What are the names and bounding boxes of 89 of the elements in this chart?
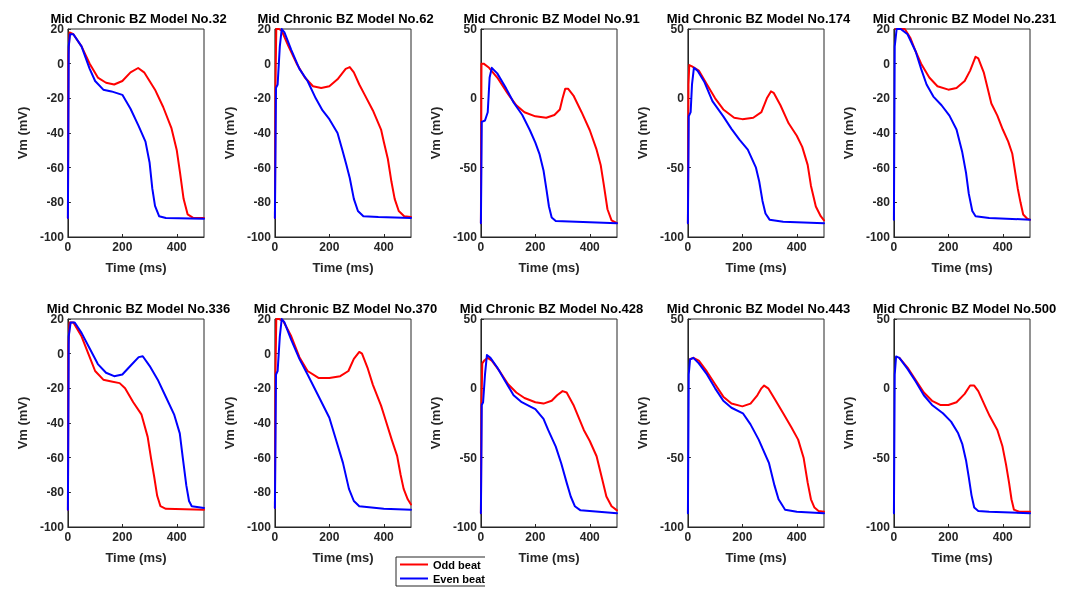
y-tick-label: 0: [676, 91, 684, 106]
y-tick-label: 0: [883, 381, 891, 396]
y-tick-label: -80: [253, 195, 271, 210]
y-tick-label: -20: [46, 381, 65, 396]
line-series: [66, 321, 205, 511]
y-tick-label: -80: [253, 485, 271, 500]
y-tick-label: -40: [46, 126, 65, 140]
y-tick-label: 0: [676, 381, 684, 396]
x-tick-label: 400: [579, 530, 601, 544]
x-tick-label: 400: [166, 530, 188, 544]
y-tick-label: -100: [39, 230, 65, 244]
y-axis-title: Vm (mV): [841, 396, 856, 450]
y-tick-label: -20: [46, 91, 65, 106]
y-tick-label: -60: [46, 450, 65, 465]
y-tick-label: -60: [872, 160, 891, 175]
x-tick-label: 400: [786, 240, 807, 254]
x-tick-label: 200: [731, 240, 753, 254]
y-axis-title: Vm (mV): [221, 106, 237, 160]
x-tick-label: 400: [579, 240, 601, 254]
y-tick-label: -100: [865, 230, 891, 244]
x-tick-label: 200: [525, 530, 546, 544]
y-tick-label: -40: [872, 126, 891, 140]
y-tick-label: -40: [253, 126, 271, 140]
x-tick-label: 200: [731, 530, 753, 544]
y-tick-label: -20: [872, 91, 891, 106]
y-tick-label: -100: [39, 520, 65, 534]
y-tick-label: -60: [253, 450, 271, 465]
x-axis-title: Time (ms): [931, 550, 993, 565]
y-tick-label: -80: [46, 485, 65, 500]
y-axis-title: Vm (mV): [428, 106, 443, 160]
y-tick-label: 0: [883, 56, 891, 71]
y-tick-label: -100: [452, 520, 478, 534]
x-tick-label: 200: [112, 240, 133, 254]
x-axis-title: Time (ms): [311, 550, 374, 565]
legend-label: Even beat: [432, 572, 485, 585]
x-tick-label: 200: [112, 530, 133, 544]
y-tick-label: -50: [666, 160, 684, 175]
x-tick-label: 400: [373, 530, 394, 544]
y-tick-label: 0: [57, 346, 65, 361]
y-tick-label: -100: [452, 230, 478, 244]
x-axis-title: Time (ms): [518, 550, 580, 565]
x-axis-title: Time (ms): [724, 550, 787, 565]
y-tick-label: -80: [46, 195, 65, 210]
y-axis-title: Vm (mV): [634, 106, 650, 160]
x-tick-label: 400: [992, 240, 1014, 254]
x-axis-title: Time (ms): [311, 260, 374, 275]
x-tick-label: 400: [166, 240, 188, 254]
y-tick-label: -100: [246, 520, 271, 534]
x-tick-label: 200: [525, 240, 546, 254]
x-tick-label: 200: [318, 530, 340, 544]
y-axis-title: Vm (mV): [221, 396, 237, 450]
y-tick-label: 0: [470, 91, 478, 106]
line-series: [273, 28, 412, 219]
y-tick-label: -100: [659, 230, 684, 244]
x-axis-title: Time (ms): [931, 260, 993, 275]
y-axis-title: Vm (mV): [428, 396, 443, 450]
x-axis-title: Time (ms): [724, 260, 787, 275]
y-tick-label: -50: [459, 450, 478, 465]
y-tick-label: -50: [666, 450, 684, 465]
y-tick-label: -40: [253, 416, 271, 430]
y-tick-label: -50: [459, 160, 478, 175]
y-tick-label: 0: [263, 346, 271, 361]
x-tick-label: 400: [786, 530, 807, 544]
x-axis-title: Time (ms): [518, 260, 580, 275]
y-tick-label: 0: [263, 56, 271, 71]
x-tick-label: 200: [318, 240, 340, 254]
x-tick-label: 200: [938, 530, 959, 544]
y-tick-label: -100: [246, 230, 271, 244]
y-axis-title: Vm (mV): [15, 396, 30, 450]
y-axis-title: Vm (mV): [15, 106, 30, 160]
y-axis-title: Vm (mV): [634, 396, 650, 450]
y-tick-label: 0: [470, 381, 478, 396]
y-tick-label: -60: [253, 160, 271, 175]
y-tick-label: -60: [46, 160, 65, 175]
y-tick-label: -20: [253, 91, 271, 106]
x-axis-title: Time (ms): [105, 260, 167, 275]
y-tick-label: -100: [659, 520, 684, 534]
legend-label: Odd beat: [432, 558, 481, 571]
y-tick-label: -100: [865, 520, 891, 534]
x-tick-label: 400: [373, 240, 394, 254]
y-axis-title: Vm (mV): [841, 106, 856, 160]
y-tick-label: -20: [253, 381, 271, 396]
y-tick-label: -40: [46, 416, 65, 430]
y-tick-label: -80: [872, 195, 891, 210]
y-tick-label: 0: [57, 56, 65, 71]
x-tick-label: 400: [992, 530, 1014, 544]
x-axis-title: Time (ms): [105, 550, 167, 565]
y-tick-label: -50: [872, 450, 891, 465]
x-tick-label: 200: [938, 240, 959, 254]
